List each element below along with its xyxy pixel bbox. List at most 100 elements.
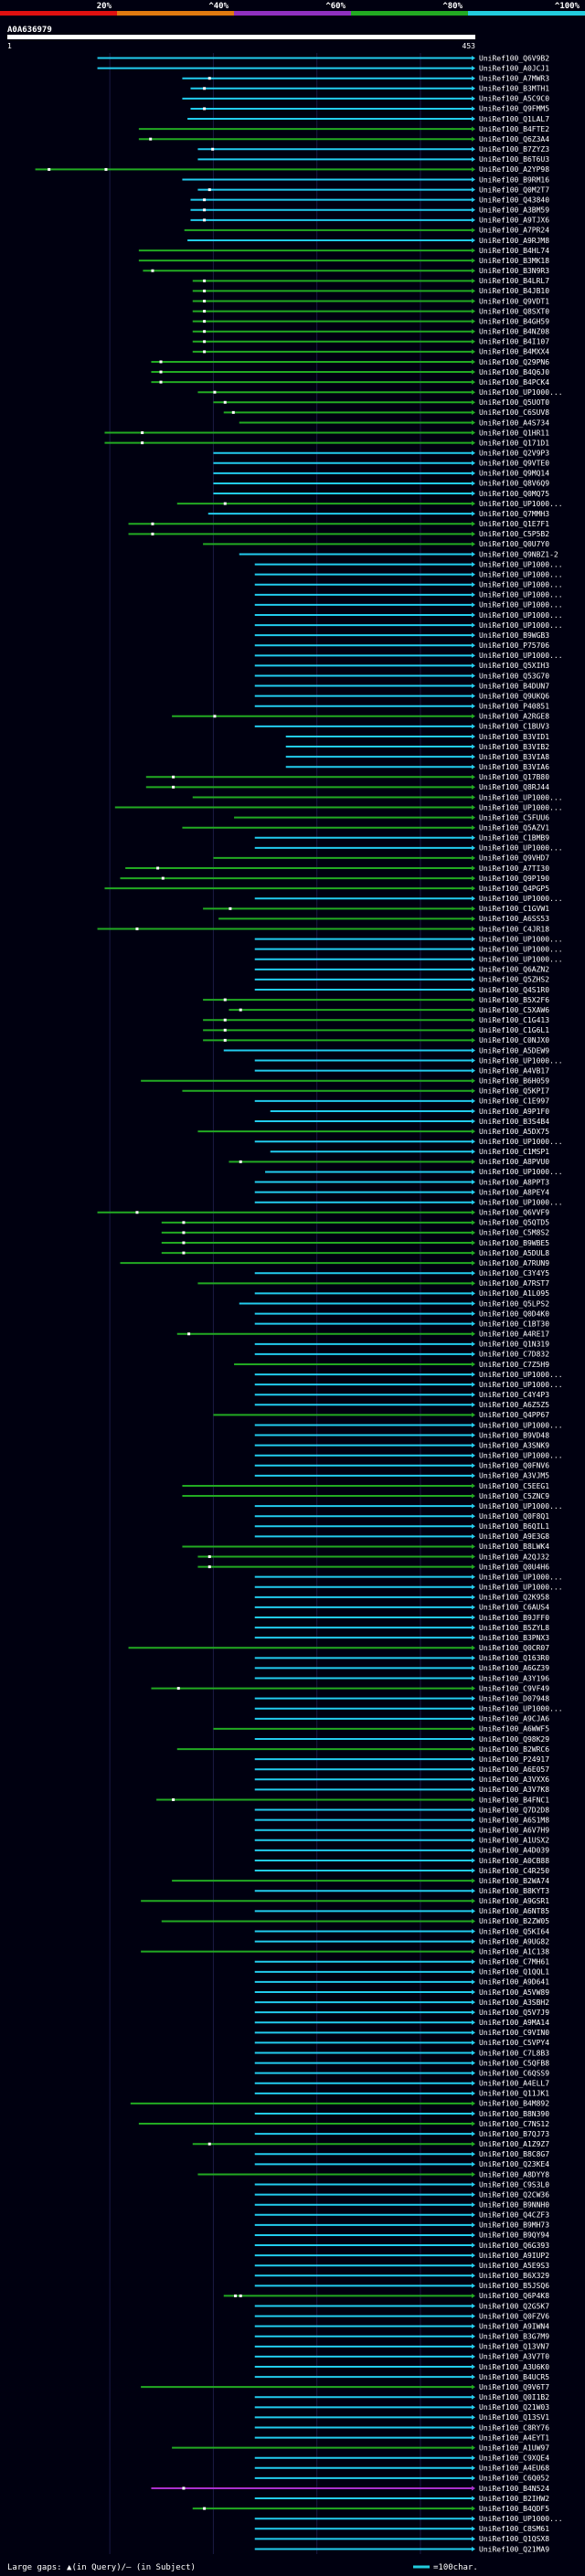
- hit-row[interactable]: UniRef100_C1E997: [254, 1097, 550, 1106]
- hit-label[interactable]: UniRef100_B4N524: [479, 2485, 549, 2493]
- hit-row[interactable]: UniRef100_B4M892: [130, 2100, 549, 2108]
- hit-row[interactable]: UniRef100_C1G413: [203, 1016, 549, 1024]
- hit-label[interactable]: UniRef100_C5XAW6: [479, 1006, 549, 1014]
- hit-row[interactable]: UniRef100_Q8RJ44: [145, 783, 549, 791]
- hit-row[interactable]: UniRef100_B9RM16: [182, 175, 549, 184]
- hit-row[interactable]: UniRef100_Q23KE4: [254, 2160, 550, 2168]
- hit-label[interactable]: UniRef100_A7TI30: [479, 864, 549, 873]
- hit-row[interactable]: UniRef100_A4ELL7: [254, 2080, 550, 2088]
- hit-label[interactable]: UniRef100_UP1000...: [479, 895, 563, 903]
- hit-label[interactable]: UniRef100_Q21MA9: [479, 2545, 549, 2553]
- hit-row[interactable]: UniRef100_C5FUU6: [234, 813, 549, 822]
- hit-label[interactable]: UniRef100_B4LRL7: [479, 277, 549, 285]
- hit-row[interactable]: UniRef100_A2QJ32: [197, 1553, 549, 1561]
- hit-label[interactable]: UniRef100_A1UW97: [479, 2443, 549, 2452]
- hit-row[interactable]: UniRef100_UP1000...: [254, 560, 563, 568]
- hit-label[interactable]: UniRef100_Q6AZN2: [479, 966, 549, 974]
- hit-row[interactable]: UniRef100_A3SBH2: [254, 1998, 550, 2007]
- hit-label[interactable]: UniRef100_UP1000...: [479, 803, 563, 811]
- hit-label[interactable]: UniRef100_A9E3G8: [479, 1532, 549, 1541]
- hit-row[interactable]: UniRef100_A9UG82: [254, 1937, 550, 1945]
- hit-row[interactable]: UniRef100_Q9VDT1: [192, 297, 549, 305]
- hit-label[interactable]: UniRef100_UP1000...: [479, 611, 563, 620]
- hit-label[interactable]: UniRef100_P24917: [479, 1755, 549, 1764]
- hit-label[interactable]: UniRef100_A4EU68: [479, 2465, 549, 2473]
- hit-row[interactable]: UniRef100_A7PR24: [184, 227, 550, 235]
- hit-row[interactable]: UniRef100_Q9MQ14: [213, 470, 549, 478]
- hit-row[interactable]: UniRef100_Q9UKQ6: [254, 692, 550, 700]
- hit-row[interactable]: UniRef100_UP1000...: [254, 570, 563, 578]
- hit-label[interactable]: UniRef100_B9MH73: [479, 2221, 549, 2230]
- hit-row[interactable]: UniRef100_Q98K29: [254, 1735, 550, 1744]
- hit-label[interactable]: UniRef100_UP1000...: [479, 1502, 563, 1511]
- hit-label[interactable]: UniRef100_B4DUN7: [479, 682, 549, 690]
- hit-row[interactable]: UniRef100_A4EYT1: [254, 2433, 550, 2442]
- hit-label[interactable]: UniRef100_Q23KE4: [479, 2160, 549, 2168]
- hit-row[interactable]: UniRef100_Q7MMH3: [207, 510, 549, 518]
- hit-label[interactable]: UniRef100_C5FUU6: [479, 813, 549, 822]
- hit-label[interactable]: UniRef100_B5JSQ6: [479, 2282, 549, 2290]
- hit-label[interactable]: UniRef100_UP1000...: [479, 1138, 563, 1146]
- hit-row[interactable]: UniRef100_B8N390: [254, 2110, 550, 2118]
- hit-label[interactable]: UniRef100_B5ZYL8: [479, 1624, 549, 1632]
- hit-label[interactable]: UniRef100_Q8SXT0: [479, 307, 549, 315]
- hit-label[interactable]: UniRef100_C1BUV3: [479, 723, 549, 731]
- hit-row[interactable]: UniRef100_A3V7T0: [254, 2353, 550, 2361]
- hit-label[interactable]: UniRef100_B9NNH0: [479, 2201, 549, 2210]
- hit-row[interactable]: UniRef100_C5P5B2: [128, 530, 550, 538]
- hit-row[interactable]: UniRef100_A6S1M8: [254, 1816, 550, 1824]
- hit-label[interactable]: UniRef100_C7D832: [479, 1351, 549, 1359]
- hit-label[interactable]: UniRef100_A0CB88: [479, 1857, 549, 1865]
- hit-row[interactable]: UniRef100_UP1000...: [254, 1584, 563, 1592]
- hit-label[interactable]: UniRef100_C1BMB9: [479, 834, 549, 843]
- hit-row[interactable]: UniRef100_C7L8B3: [254, 2049, 550, 2057]
- hit-label[interactable]: UniRef100_A3Y196: [479, 1674, 549, 1682]
- hit-row[interactable]: UniRef100_A5C9C0: [182, 95, 549, 103]
- hit-row[interactable]: UniRef100_UP1000...: [254, 1138, 563, 1146]
- hit-label[interactable]: UniRef100_Q1QQL1: [479, 1968, 549, 1977]
- hit-label[interactable]: UniRef100_UP1000...: [479, 591, 563, 599]
- hit-row[interactable]: UniRef100_B3VIA6: [285, 763, 550, 771]
- hit-label[interactable]: UniRef100_A6WWF5: [479, 1725, 549, 1733]
- hit-label[interactable]: UniRef100_C1MSP1: [479, 1148, 549, 1156]
- hit-row[interactable]: UniRef100_B9WGB3: [254, 631, 550, 640]
- hit-label[interactable]: UniRef100_A9MA14: [479, 2019, 549, 2027]
- hit-label[interactable]: UniRef100_C1E997: [479, 1097, 549, 1106]
- hit-label[interactable]: UniRef100_UP1000...: [479, 1168, 563, 1176]
- hit-label[interactable]: UniRef100_Q0U4H6: [479, 1563, 549, 1571]
- hit-row[interactable]: UniRef100_Q2CW36: [254, 2190, 550, 2199]
- hit-label[interactable]: UniRef100_A8PVU0: [479, 1158, 549, 1166]
- hit-row[interactable]: UniRef100_P75706: [254, 641, 550, 650]
- hit-row[interactable]: UniRef100_B8KYT3: [254, 1887, 550, 1895]
- hit-label[interactable]: UniRef100_A5VW89: [479, 1988, 549, 1997]
- hit-row[interactable]: UniRef100_A9IWN4: [254, 2322, 550, 2330]
- hit-label[interactable]: UniRef100_Q0D4K0: [479, 1309, 549, 1318]
- hit-row[interactable]: UniRef100_Q6AZN2: [254, 966, 550, 974]
- hit-label[interactable]: UniRef100_Q43840: [479, 196, 549, 204]
- hit-label[interactable]: UniRef100_A9UG82: [479, 1937, 549, 1945]
- hit-row[interactable]: UniRef100_UP1000...: [254, 935, 563, 943]
- hit-row[interactable]: UniRef100_UP1000...: [197, 388, 563, 397]
- hit-row[interactable]: UniRef100_Q1QQL1: [254, 1968, 550, 1977]
- hit-row[interactable]: UniRef100_A3U6K0: [254, 2363, 550, 2371]
- hit-label[interactable]: UniRef100_B9JFF0: [479, 1614, 549, 1622]
- hit-label[interactable]: UniRef100_Q6V9B2: [479, 54, 549, 62]
- hit-row[interactable]: UniRef100_Q9VTE0: [213, 460, 549, 468]
- hit-label[interactable]: UniRef100_C9VIN0: [479, 2029, 549, 2037]
- hit-label[interactable]: UniRef100_Q1N319: [479, 1341, 549, 1349]
- hit-row[interactable]: UniRef100_B9MH73: [254, 2221, 550, 2230]
- hit-row[interactable]: UniRef100_Q171D1: [104, 439, 549, 447]
- hit-label[interactable]: UniRef100_B3MTH1: [479, 85, 549, 93]
- hit-label[interactable]: UniRef100_Q29PN6: [479, 358, 549, 366]
- hit-label[interactable]: UniRef100_C5M8S2: [479, 1229, 549, 1237]
- hit-row[interactable]: UniRef100_A9RJM8: [187, 237, 549, 245]
- hit-row[interactable]: UniRef100_UP1000...: [254, 844, 563, 853]
- hit-label[interactable]: UniRef100_C0NJX0: [479, 1036, 549, 1044]
- hit-label[interactable]: UniRef100_Q17B80: [479, 773, 549, 781]
- hit-label[interactable]: UniRef100_Q13SV1: [479, 2413, 549, 2422]
- hit-label[interactable]: UniRef100_Q1HR11: [479, 429, 549, 437]
- hit-label[interactable]: UniRef100_B4GH59: [479, 317, 549, 325]
- hit-row[interactable]: UniRef100_B5ZYL8: [254, 1624, 550, 1632]
- hit-row[interactable]: UniRef100_Q29PN6: [151, 358, 549, 366]
- hit-label[interactable]: UniRef100_Q9UKQ6: [479, 692, 549, 700]
